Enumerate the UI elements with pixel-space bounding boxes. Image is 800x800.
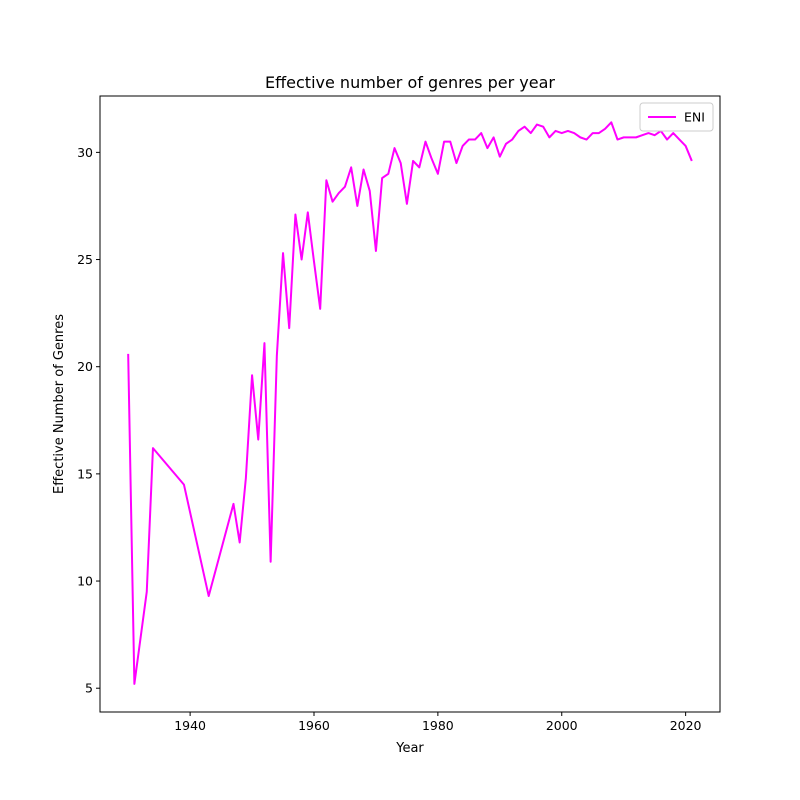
y-tick-label: 25 [77, 252, 93, 267]
legend-label: ENI [684, 110, 705, 125]
x-tick-label: 1940 [174, 718, 206, 733]
plot-frame [99, 95, 721, 713]
y-axis-label: Effective Number of Genres [52, 314, 67, 494]
series-line-eni [127, 121, 693, 685]
plot-area [99, 95, 721, 713]
x-tick-label: 2000 [546, 718, 578, 733]
x-axis-label: Year [395, 741, 424, 756]
x-tick-label: 2020 [670, 718, 702, 733]
y-tick-label: 30 [77, 145, 93, 160]
chart-title: Effective number of genres per year [265, 73, 555, 92]
series-lines [127, 121, 693, 685]
y-tick-label: 15 [77, 466, 93, 481]
x-tick-label: 1980 [422, 718, 454, 733]
y-tick-label: 20 [77, 359, 93, 374]
axis-ticks: 1940 1960 1980 2000 2020 5 10 15 20 25 30 [77, 145, 701, 733]
x-tick-label: 1960 [298, 718, 330, 733]
legend-box [639, 102, 714, 132]
y-tick-label: 10 [77, 574, 93, 589]
y-tick-label: 5 [85, 681, 93, 696]
legend: ENI [639, 102, 714, 132]
